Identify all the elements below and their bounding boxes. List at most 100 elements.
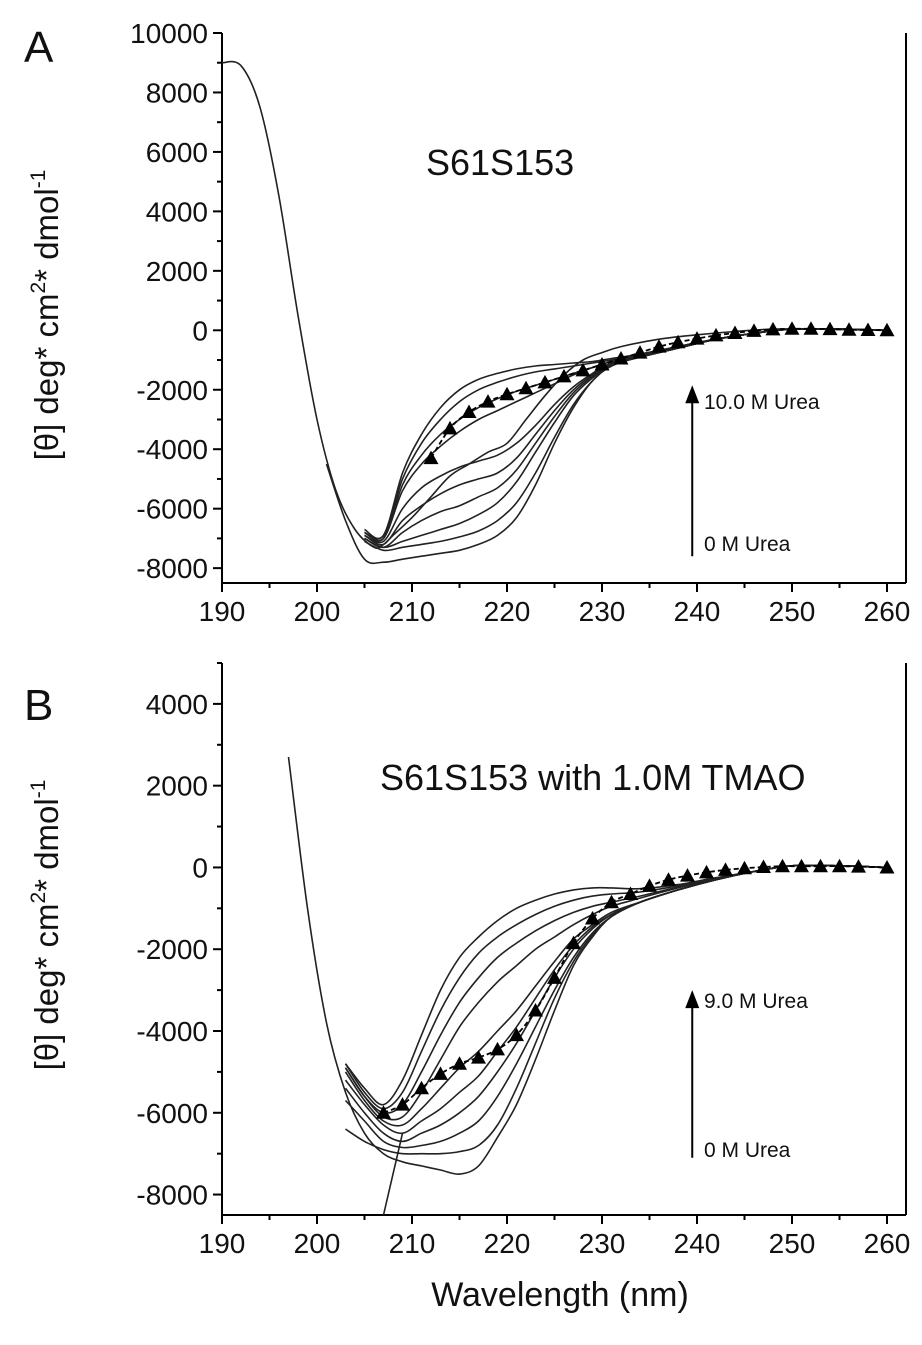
panel-a-x-tick-label: 190	[199, 596, 246, 627]
panel-a-y-title-sup1: 2	[27, 282, 50, 294]
panel-a-spectrum-line	[364, 327, 888, 540]
panel-a-triangle-marker	[841, 322, 857, 336]
panel-b-letter: B	[24, 681, 53, 730]
panel-b-triangle-marker	[604, 894, 619, 909]
panel-a-triangle-marker	[860, 322, 876, 336]
panel-a-title: S61S153	[426, 142, 574, 183]
panel-a-letter: A	[24, 23, 54, 72]
panel-b-arrow-head	[685, 990, 700, 1009]
panel-b-x-tick-label: 210	[389, 1228, 436, 1259]
panel-b-x-tick-label: 260	[864, 1228, 911, 1259]
panel-a-triangle-marker	[822, 321, 838, 336]
panel-a-x-tick-label: 240	[674, 596, 721, 627]
panel-a-x-tick-label: 230	[579, 596, 626, 627]
panel-b-y-tick-label: -2000	[136, 934, 208, 965]
panel-b-y-title-sup2: -1	[27, 780, 50, 799]
panel-a-y-title-main: [θ] deg* cm	[28, 294, 65, 461]
panel-a-triangle-marker	[708, 327, 724, 342]
panel-a-curves	[222, 60, 888, 565]
panel-b-triangle-marker	[680, 868, 695, 882]
panel-b-triangle-marker	[642, 878, 657, 892]
panel-a-y-tick-label: 10000	[130, 18, 208, 49]
panel-a-y-title-mid: * dmol	[28, 188, 65, 282]
panel-b-y-tick-label: 2000	[146, 771, 208, 802]
panel-a-marker-series	[423, 321, 895, 465]
panel-b-spectrum-line	[344, 864, 888, 1106]
panel-b-triangle-marker	[414, 1080, 429, 1095]
panel-b-triangle-marker	[794, 858, 809, 873]
panel-b-triangle-marker	[699, 864, 714, 879]
panel-b-annotation-bottom: 0 M Urea	[704, 1139, 791, 1162]
panel-b-x-tick-label: 190	[199, 1228, 246, 1259]
panel-b-annotation-top: 9.0 M Urea	[704, 990, 808, 1013]
panel-a-triangle-marker	[651, 339, 667, 353]
panel-a-triangle-marker	[537, 374, 553, 389]
panel-b-triangle-marker	[851, 859, 866, 873]
panel-b-axes: 190 200 210 220 230 240 250 260 -8000 -6000 -4000 -…	[136, 662, 911, 1259]
panel-b-y-tick-label: 0	[192, 852, 208, 883]
panel-b-y-tick-label: -6000	[136, 1098, 208, 1129]
panel-a-spectrum-line	[222, 60, 888, 549]
panel-b-triangle-marker	[623, 886, 638, 901]
panel-b-x-tick-label: 230	[579, 1228, 626, 1259]
panel-a-y-title-sup2: -1	[27, 170, 50, 189]
panel-a-y-tick-label: 0	[192, 315, 208, 346]
panel-a-triangle-marker	[689, 331, 705, 345]
panel-a-y-tick-label: 4000	[146, 196, 208, 227]
panel-b-y-tick-label: -4000	[136, 1016, 208, 1047]
panel-b-y-title-sup1: 2	[27, 892, 50, 904]
panel-a: A S61S153 190 200 210 220 230 240 250 260 -8000 -…	[24, 18, 910, 627]
panel-a-y-tick-label: -2000	[136, 375, 208, 406]
panel-a-triangle-marker	[594, 356, 610, 371]
panel-b-y-tick-label: -8000	[136, 1180, 208, 1211]
panel-b-triangle-marker	[879, 859, 895, 874]
panel-a-triangle-marker	[879, 322, 895, 337]
panel-b-urea-arrow	[685, 990, 700, 1158]
panel-a-x-tick-label: 250	[769, 596, 816, 627]
x-axis-title: Wavelength (nm)	[431, 1276, 689, 1314]
panel-a-y-tick-label: -6000	[136, 494, 208, 525]
panel-b-triangle-marker	[832, 858, 847, 873]
panel-a-triangle-marker	[613, 351, 629, 365]
panel-b-x-tick-label: 220	[484, 1228, 531, 1259]
panel-a-triangle-marker	[670, 334, 686, 349]
panel-b-spectrum-line	[382, 1133, 404, 1215]
panel-a-x-tick-label: 210	[389, 596, 436, 627]
panel-a-annotation-bottom: 0 M Urea	[704, 533, 791, 556]
panel-b-triangle-marker	[528, 1003, 543, 1017]
panel-b-y-axis-title: [θ] deg* cm2* dmol-1	[27, 780, 65, 1071]
panel-a-y-tick-label: 8000	[146, 77, 208, 108]
panel-a-axes: 190 200 210 220 230 240 250 260 -8000 -6000 -4000 -…	[130, 18, 910, 627]
panel-a-triangle-marker	[499, 386, 515, 401]
panel-b-triangle-marker	[775, 858, 790, 873]
panel-b-triangle-marker	[433, 1066, 448, 1080]
panel-b-curves	[287, 756, 888, 1215]
panel-a-x-tick-label: 220	[484, 596, 531, 627]
panel-b-triangle-marker	[547, 970, 562, 984]
panel-a-triangle-marker	[575, 362, 591, 377]
panel-a-triangle-marker	[556, 368, 572, 383]
panel-b-title: S61S153 with 1.0M TMAO	[380, 757, 806, 798]
panel-b-triangle-marker	[718, 862, 733, 876]
panel-a-triangle-marker	[461, 404, 477, 419]
panel-a-triangle-marker	[480, 394, 496, 408]
panel-b-triangle-marker	[813, 858, 828, 873]
panel-a-triangle-marker	[765, 321, 781, 336]
panel-b-y-title-mid: * dmol	[28, 798, 65, 892]
panel-a-triangle-marker	[784, 321, 800, 335]
panel-a-y-tick-label: -8000	[136, 553, 208, 584]
panel-a-urea-arrow	[685, 385, 700, 557]
panel-b-x-tick-label: 200	[294, 1228, 341, 1259]
panel-a-spectrum-line	[325, 327, 888, 565]
panel-a-triangle-marker	[423, 450, 439, 465]
panel-a-y-tick-label: 6000	[146, 137, 208, 168]
panel-a-triangle-marker	[803, 321, 819, 335]
panel-b-triangle-marker	[756, 859, 771, 874]
panel-a-triangle-marker	[518, 380, 534, 395]
panel-b-triangle-marker	[376, 1105, 391, 1119]
panel-b-marker-series	[376, 858, 895, 1119]
panel-b-x-tick-label: 240	[674, 1228, 721, 1259]
panel-b-triangle-marker	[737, 860, 752, 875]
svg-text:[θ] deg* cm2* dmol-1: [θ] deg* cm2* dmol-1	[27, 170, 65, 461]
